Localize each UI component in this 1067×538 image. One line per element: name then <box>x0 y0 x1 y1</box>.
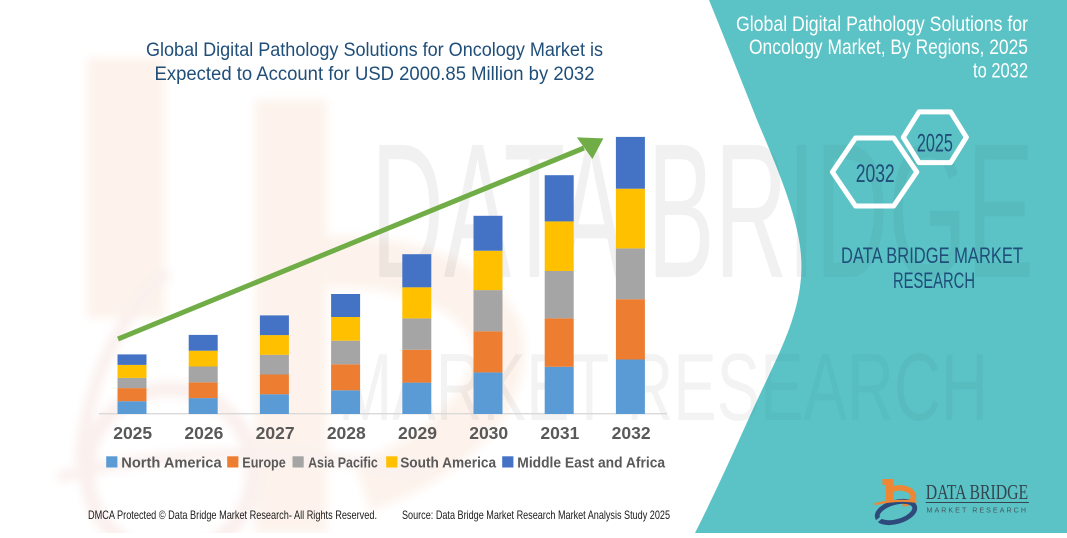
svg-text:Expected to Account for USD 20: Expected to Account for USD 2000.85 Mill… <box>155 63 595 85</box>
svg-text:Europe: Europe <box>242 455 285 472</box>
svg-text:2026: 2026 <box>184 423 223 443</box>
svg-text:Global Digital Pathology Solut: Global Digital Pathology Solutions for O… <box>146 39 603 61</box>
svg-text:2025: 2025 <box>113 423 152 443</box>
svg-text:DATA BRIDGE MARKET: DATA BRIDGE MARKET <box>841 243 1023 268</box>
svg-text:Oncology Market, By Regions, 2: Oncology Market, By Regions, 2025 <box>749 35 1028 59</box>
svg-text:RESEARCH: RESEARCH <box>893 268 975 293</box>
svg-text:MARKET RESEARCH: MARKET RESEARCH <box>927 508 1029 515</box>
svg-text:Global Digital Pathology Solut: Global Digital Pathology Solutions for <box>736 12 1028 36</box>
svg-text:North America: North America <box>121 455 222 472</box>
svg-text:2032: 2032 <box>856 160 895 188</box>
svg-text:2031: 2031 <box>540 423 579 443</box>
svg-text:2030: 2030 <box>469 423 508 443</box>
svg-text:2025: 2025 <box>917 130 953 158</box>
svg-text:2029: 2029 <box>398 423 437 443</box>
svg-text:Middle East and Africa: Middle East and Africa <box>517 455 665 472</box>
svg-text:South America: South America <box>400 455 496 472</box>
svg-text:to 2032: to 2032 <box>973 58 1028 82</box>
svg-text:DMCA Protected © Data Bridge M: DMCA Protected © Data Bridge Market Rese… <box>88 508 377 522</box>
svg-text:Asia Pacific: Asia Pacific <box>308 455 378 472</box>
svg-text:2028: 2028 <box>327 423 366 443</box>
svg-text:DATA BRIDGE: DATA BRIDGE <box>926 480 1028 504</box>
svg-text:2032: 2032 <box>612 423 651 443</box>
svg-text:Source: Data Bridge Market Res: Source: Data Bridge Market Research Mark… <box>402 508 670 522</box>
svg-text:2027: 2027 <box>256 423 295 443</box>
